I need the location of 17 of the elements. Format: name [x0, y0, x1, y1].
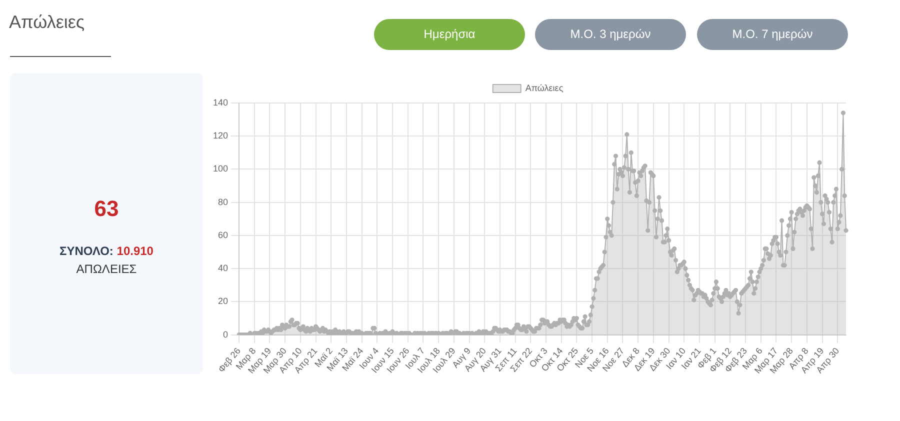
text: ΣΥΝΟΛΟ: — [60, 244, 114, 258]
y-tick-label: 80 — [218, 196, 228, 207]
y-tick-label: 20 — [218, 296, 228, 306]
y-tick-label: 140 — [212, 97, 228, 108]
y-tick-label: 100 — [212, 164, 228, 174]
button: Μ.Ο. 3 ημερών — [535, 19, 686, 50]
legend-label: Απώλειες — [525, 82, 564, 93]
button: Ημερήσια — [374, 19, 525, 50]
y-tick-label: 120 — [212, 130, 228, 141]
y-tick-label: 0 — [223, 329, 228, 340]
button: Μ.Ο. 7 ημερών — [697, 19, 848, 50]
y-tick-label: 40 — [218, 263, 228, 274]
text: ΑΠΩΛΕΙΕΣ — [75, 262, 138, 276]
y-tick-label: 60 — [218, 230, 228, 240]
text: Απώλειες — [9, 12, 85, 33]
text: 63 — [93, 196, 120, 222]
text: 10.910 — [116, 244, 154, 258]
